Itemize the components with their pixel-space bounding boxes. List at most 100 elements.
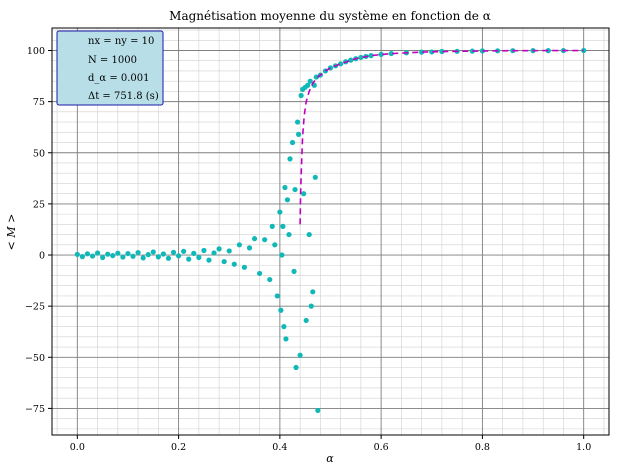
data-point — [269, 223, 275, 229]
x-tick-label: 0.8 — [475, 442, 490, 453]
data-point — [289, 139, 296, 146]
data-point — [293, 364, 299, 371]
data-point — [191, 250, 197, 256]
legend-line-dt: Δt = 751.8 (s) — [88, 91, 159, 102]
data-point — [236, 242, 242, 248]
x-axis-ticks: 0.0 0.2 0.4 0.6 0.8 1.0 — [70, 435, 591, 453]
data-point — [310, 289, 316, 295]
data-point — [170, 249, 177, 255]
y-axis-label: < M > — [5, 214, 18, 251]
data-point — [155, 254, 161, 260]
data-point — [281, 324, 287, 330]
data-point — [196, 254, 202, 261]
data-point — [292, 186, 298, 193]
data-point — [305, 82, 311, 88]
legend-line-d: d_α = 0.001 — [88, 73, 150, 84]
data-point — [181, 248, 187, 254]
data-point — [358, 54, 364, 61]
data-point — [110, 253, 116, 259]
y-tick-label: −50 — [25, 353, 45, 364]
x-axis-label: α — [326, 452, 334, 465]
data-point — [211, 250, 217, 256]
data-point — [286, 231, 292, 238]
data-point — [279, 252, 285, 258]
x-tick-label: 0.4 — [272, 442, 287, 453]
data-point — [419, 49, 425, 55]
data-point — [246, 245, 253, 251]
data-point — [307, 78, 313, 84]
plot-frame — [51, 27, 610, 436]
data-point — [368, 53, 374, 59]
data-point — [298, 92, 304, 99]
data-point — [429, 49, 435, 55]
data-point — [201, 247, 207, 254]
data-point — [89, 253, 96, 259]
y-tick-label: 0 — [39, 251, 45, 262]
data-point — [206, 257, 212, 263]
data-point — [348, 57, 354, 63]
legend-box: nx = ny = 10 N = 1000 d_α = 0.001 Δt = 7… — [56, 30, 164, 106]
data-point — [150, 249, 156, 255]
data-point — [105, 251, 111, 257]
data-point — [257, 270, 263, 277]
data-point — [267, 276, 273, 283]
y-tick-label: −75 — [25, 404, 45, 415]
y-tick-label: 25 — [33, 199, 45, 210]
data-point — [388, 50, 394, 57]
data-point — [297, 352, 303, 358]
x-tick-label: 1.0 — [576, 442, 591, 453]
data-point — [226, 248, 232, 254]
data-point — [277, 209, 283, 215]
data-point — [130, 253, 136, 259]
data-point — [306, 231, 312, 238]
y-axis-ticks: −75 −50 −25 0 25 50 75 100 — [25, 46, 52, 415]
data-point — [160, 251, 166, 257]
data-point — [165, 255, 172, 261]
data-point — [120, 254, 126, 260]
data-point — [278, 307, 284, 313]
data-point — [294, 119, 301, 125]
data-points — [74, 47, 587, 414]
data-point — [283, 336, 289, 342]
fit-curve — [299, 49, 584, 225]
data-point — [125, 250, 131, 257]
data-point — [84, 251, 91, 257]
data-point — [175, 253, 182, 259]
data-point — [186, 256, 192, 262]
x-tick-label: 0.6 — [374, 442, 389, 453]
y-tick-label: 75 — [33, 97, 45, 108]
y-tick-label: 100 — [27, 46, 45, 57]
x-tick-label: 0.2 — [171, 442, 186, 453]
data-point — [303, 317, 309, 324]
data-point — [291, 268, 297, 274]
data-point — [221, 258, 227, 265]
data-point — [74, 251, 80, 258]
data-point — [94, 250, 101, 256]
data-point — [262, 237, 268, 243]
data-point — [313, 74, 319, 80]
data-point — [251, 236, 258, 242]
x-tick-label: 0.0 — [70, 442, 85, 453]
data-point — [295, 131, 302, 137]
data-point — [115, 250, 121, 256]
data-point — [287, 156, 293, 162]
data-point — [135, 249, 141, 256]
data-point — [145, 252, 151, 258]
legend-line-n: N = 1000 — [88, 55, 137, 66]
data-point — [140, 255, 146, 261]
data-point — [231, 261, 237, 267]
y-tick-label: −25 — [25, 302, 45, 313]
data-point — [315, 407, 321, 414]
chart-title: Magnétisation moyenne du système en fonc… — [169, 9, 491, 23]
data-point — [274, 293, 280, 299]
data-point — [280, 223, 286, 229]
data-point — [439, 48, 445, 55]
data-point — [216, 246, 222, 252]
y-tick-label: 50 — [33, 148, 45, 159]
data-point — [378, 51, 384, 57]
data-point — [241, 264, 248, 270]
data-point — [79, 254, 85, 260]
data-point — [301, 191, 307, 197]
data-point — [282, 184, 288, 191]
data-point — [100, 254, 106, 261]
